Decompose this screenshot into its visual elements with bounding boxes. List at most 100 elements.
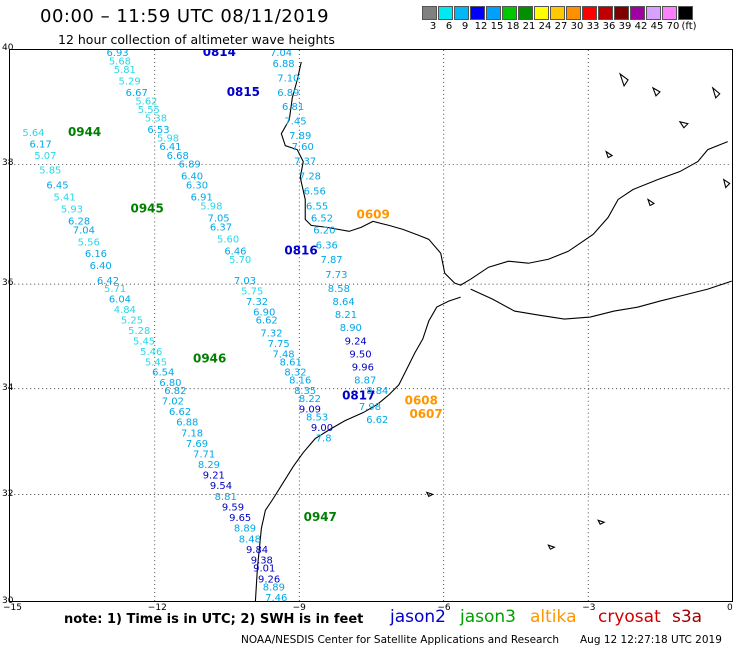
wave-height-value: 7.87 — [320, 255, 342, 266]
wave-height-value: 6.41 — [159, 142, 181, 153]
wave-height-value: 6.82 — [164, 386, 186, 397]
wave-height-value: 6.16 — [85, 249, 107, 260]
wave-height-value: 5.98 — [200, 201, 222, 212]
wave-height-value: 6.04 — [109, 294, 131, 305]
wave-height-value: 6.88 — [272, 59, 294, 70]
page-title: 00:00 – 11:59 UTC 08/11/2019 — [40, 6, 330, 27]
longitude-tick: −3 — [582, 603, 596, 613]
color-swatch — [518, 6, 533, 20]
wave-height-value: 8.53 — [306, 412, 328, 423]
wave-height-value: 6.90 — [253, 308, 275, 319]
wave-height-value: 6.40 — [90, 261, 112, 272]
latitude-tick: 38 — [2, 158, 14, 168]
wave-height-value: 7.05 — [207, 213, 229, 224]
wave-height-value: 9.24 — [345, 336, 367, 347]
wave-height-value: 6.28 — [68, 216, 90, 227]
wave-height-value: 9.38 — [251, 556, 273, 567]
color-swatch — [422, 6, 437, 20]
wave-height-value: 8.87 — [354, 375, 376, 386]
wave-height-value: 7.8 — [316, 434, 332, 445]
wave-height-value: 9.09 — [299, 405, 321, 416]
longitude-tick: −6 — [437, 603, 451, 613]
wave-height-value: 7.71 — [193, 449, 215, 460]
coastline — [254, 61, 732, 601]
latitude-tick: 30 — [2, 596, 14, 606]
wave-height-value: 5.46 — [140, 347, 162, 358]
wave-height-value: 5.70 — [229, 255, 251, 266]
legend-s3a: s3a — [672, 607, 703, 627]
wave-height-value: 5.41 — [54, 192, 76, 203]
wave-height-value: 6.45 — [46, 180, 68, 191]
track-label-0607: 0607 — [409, 407, 442, 421]
wave-height-value: 7.60 — [292, 142, 314, 153]
track-label-0947: 0947 — [304, 510, 337, 524]
color-scale-label: 70 — [666, 21, 680, 32]
wave-height-value: 9.54 — [210, 481, 232, 492]
legend-jason3: jason3 — [460, 607, 516, 627]
legend-jason2: jason2 — [390, 607, 446, 627]
wave-height-value: 7.02 — [162, 397, 184, 408]
wave-height-value: 8.81 — [215, 492, 237, 503]
track-label-0815: 0815 — [227, 85, 260, 99]
wave-height-value: 6.80 — [159, 378, 181, 389]
wave-height-value: 6.89 — [179, 160, 201, 171]
latitude-tick: 36 — [2, 278, 14, 288]
color-swatch — [550, 6, 565, 20]
wave-height-value: 5.64 — [22, 128, 44, 139]
wave-height-value: 7.10 — [277, 73, 299, 84]
color-swatch — [598, 6, 613, 20]
wave-height-value: 7.75 — [268, 339, 290, 350]
wave-height-value: 7.32 — [260, 328, 282, 339]
wave-height-value: 8.89 — [263, 582, 285, 593]
color-swatch — [470, 6, 485, 20]
page-subtitle: 12 hour collection of altimeter wave hei… — [58, 32, 335, 47]
wave-height-value: 6.91 — [191, 192, 213, 203]
wave-height-value: 7.45 — [284, 116, 306, 127]
color-scale-label: 24 — [538, 21, 552, 32]
wave-height-value: 6.67 — [126, 88, 148, 99]
wave-height-value: 7.46 — [265, 593, 287, 602]
wave-height-value: 5.62 — [135, 96, 157, 107]
longitude-tick: −15 — [3, 603, 22, 613]
wave-height-value: 8.84 — [366, 386, 388, 397]
wave-height-value: 5.56 — [78, 237, 100, 248]
wave-height-value: 6.40 — [181, 172, 203, 183]
longitude-tick: −9 — [292, 603, 306, 613]
wave-height-value: 6.62 — [256, 315, 278, 326]
color-swatch — [646, 6, 661, 20]
wave-height-value: 9.65 — [229, 513, 251, 524]
altimeter-map: 0814 0815 0816 0817 0944 0945 0946 0947 0609 0608… — [9, 49, 733, 602]
color-scale-label: 12 — [474, 21, 488, 32]
graticule — [10, 50, 732, 601]
latitude-tick: 34 — [2, 383, 14, 393]
wave-height-value: 9.01 — [253, 564, 275, 575]
wave-height-value: 8.29 — [198, 460, 220, 471]
color-scale-label: (ft) — [681, 21, 697, 32]
wave-height-value: 5.29 — [119, 76, 141, 87]
color-swatch — [566, 6, 581, 20]
track-label-0609: 0609 — [357, 207, 390, 221]
color-scale-label: 9 — [461, 21, 469, 32]
track-label-0608: 0608 — [405, 394, 438, 408]
wave-height-value: 5.25 — [121, 315, 143, 326]
color-scale-label: 15 — [490, 21, 504, 32]
wave-height-value: 5.55 — [138, 105, 160, 116]
wave-height-value: 7.32 — [246, 297, 268, 308]
wave-height-value: 6.30 — [186, 180, 208, 191]
color-swatch — [614, 6, 629, 20]
wave-height-value: 7.18 — [181, 428, 203, 439]
wave-height-value: 8.21 — [335, 310, 357, 321]
wave-height-value: 5.45 — [145, 357, 167, 368]
color-scale-label: 3 — [429, 21, 437, 32]
color-swatch — [486, 6, 501, 20]
wave-height-value: 7.98 — [359, 402, 381, 413]
color-scale-label: 6 — [445, 21, 453, 32]
wave-height-value: 8.16 — [289, 375, 311, 386]
wave-height-value: 6.62 — [169, 407, 191, 418]
footnote: note: 1) Time is in UTC; 2) SWH is in fe… — [64, 612, 364, 627]
wave-height-value: 7.04 — [73, 225, 95, 236]
color-scale-label: 21 — [522, 21, 536, 32]
track-labels: 0814 0815 0816 0817 0944 0945 0946 0947 0609 0608… — [68, 50, 443, 524]
wave-height-value: 8.35 — [294, 386, 316, 397]
wave-height-value: 7.28 — [299, 172, 321, 183]
